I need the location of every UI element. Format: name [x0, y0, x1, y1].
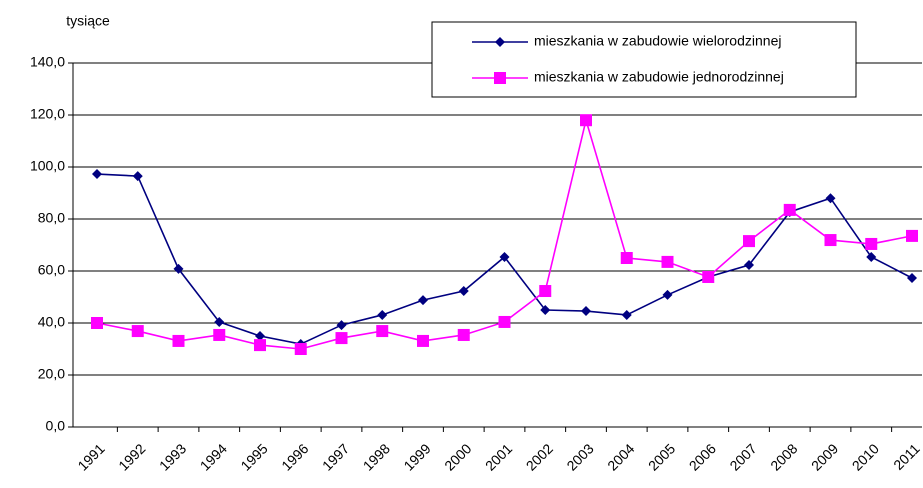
- data-point: [866, 251, 877, 262]
- legend-label: mieszkania w zabudowie jednorodzinnej: [534, 69, 784, 85]
- data-point: [173, 263, 184, 274]
- data-point: [539, 285, 552, 298]
- y-tick-label: 120,0: [30, 106, 65, 122]
- data-point: [91, 317, 103, 329]
- data-point: [376, 325, 389, 338]
- data-point: [336, 320, 347, 331]
- y-tick-label: 100,0: [30, 158, 65, 174]
- data-point: [92, 169, 102, 180]
- data-point: [255, 331, 265, 341]
- data-point: [744, 260, 754, 271]
- series-line: [96, 117, 913, 350]
- x-tick-label: 1993: [156, 440, 189, 473]
- data-point: [132, 171, 143, 182]
- x-tick-label: 1999: [400, 440, 433, 473]
- data-point: [294, 343, 307, 355]
- y-tick-label: 20,0: [38, 366, 65, 382]
- data-point: [824, 234, 837, 247]
- data-point: [783, 203, 796, 216]
- data-point: [377, 309, 388, 320]
- y-axis-label: tysiące: [66, 13, 110, 29]
- x-tick-label: 1994: [197, 440, 230, 473]
- x-tick-label: 2002: [523, 440, 556, 473]
- data-point: [457, 328, 470, 341]
- data-point: [580, 114, 592, 127]
- x-tick-label: 2011: [890, 440, 923, 473]
- legend-label: mieszkania w zabudowie wielorodzinnej: [534, 33, 781, 49]
- data-point: [417, 334, 429, 347]
- data-point: [743, 235, 755, 248]
- x-tick-label: 1995: [237, 440, 270, 473]
- x-tick-label: 2004: [604, 440, 637, 473]
- legend-box: [431, 21, 857, 98]
- data-point: [498, 315, 511, 328]
- data-point: [581, 306, 591, 317]
- y-tick-label: 80,0: [38, 210, 65, 226]
- x-tick-label: 2001: [482, 440, 515, 473]
- y-tick-label: 40,0: [38, 314, 65, 330]
- x-tick-label: 2006: [686, 440, 719, 473]
- x-tick-label: 2005: [645, 440, 678, 473]
- x-tick-label: 1992: [115, 440, 148, 473]
- data-point: [662, 289, 673, 300]
- data-point: [172, 334, 185, 347]
- x-tick-label: 2003: [563, 440, 596, 473]
- x-tick-label: 2010: [849, 440, 882, 473]
- x-tick-label: 2009: [808, 440, 841, 473]
- data-point: [620, 252, 633, 264]
- legend-marker: [495, 37, 505, 47]
- data-point: [702, 270, 715, 283]
- y-tick-label: 60,0: [38, 262, 65, 278]
- data-point: [907, 273, 917, 284]
- x-tick-label: 1991: [74, 440, 107, 473]
- x-tick-label: 1996: [278, 440, 311, 473]
- data-point: [254, 339, 266, 352]
- data-point: [335, 332, 348, 345]
- y-tick-label: 140,0: [30, 54, 65, 70]
- data-point: [214, 316, 225, 327]
- legend-marker: [494, 72, 506, 84]
- data-point: [906, 229, 918, 242]
- data-point: [661, 255, 674, 268]
- data-point: [131, 325, 144, 338]
- data-point: [825, 193, 836, 204]
- data-point: [213, 328, 226, 341]
- data-point: [499, 251, 510, 262]
- y-tick-label: 0,0: [46, 418, 66, 434]
- x-tick-label: 2007: [726, 440, 759, 473]
- x-tick-label: 1997: [319, 440, 352, 473]
- data-point: [865, 237, 878, 250]
- data-point: [418, 295, 428, 306]
- x-tick-label: 2000: [441, 440, 474, 473]
- data-point: [540, 305, 551, 315]
- data-point: [621, 309, 632, 320]
- x-tick-label: 2008: [767, 440, 800, 473]
- x-tick-label: 1998: [360, 440, 393, 473]
- data-point: [458, 286, 469, 297]
